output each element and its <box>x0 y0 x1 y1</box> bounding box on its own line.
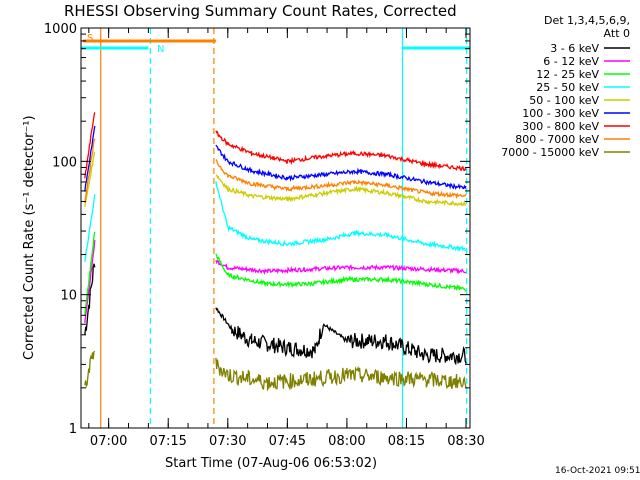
legend-label-2: 12 - 25 keV <box>536 68 599 81</box>
legend-label-1: 6 - 12 keV <box>543 55 599 68</box>
series-line-8 <box>84 350 467 392</box>
x-tick-label-1: 07:15 <box>149 434 186 449</box>
x-tick-label-3: 07:45 <box>269 434 306 449</box>
y-tick-label-1: 10 <box>60 289 77 304</box>
x-tick-label-0: 07:00 <box>90 434 127 449</box>
series-layer <box>84 112 467 392</box>
y-tick-label-0: 1 <box>69 422 77 437</box>
legend-header-0: Det 1,3,4,5,6,9, <box>544 14 630 27</box>
legend-label-4: 50 - 100 keV <box>529 94 599 107</box>
series-line-0 <box>84 263 467 366</box>
legend-label-6: 300 - 800 keV <box>522 120 599 133</box>
plot-frame: SN <box>81 28 470 428</box>
x-tick-label-4: 08:00 <box>328 434 365 449</box>
series-line-4 <box>84 152 467 207</box>
series-line-7 <box>84 138 467 204</box>
x-tick-label-6: 08:30 <box>447 434 484 449</box>
legend-label-3: 25 - 50 keV <box>536 81 599 94</box>
y-tick-label-2: 100 <box>52 155 77 170</box>
timestamp: 16-Oct-2021 09:51 <box>555 466 640 476</box>
legend-label-5: 100 - 300 keV <box>522 107 599 120</box>
legend-label-7: 800 - 7000 keV <box>515 133 599 146</box>
legend-label-0: 3 - 6 keV <box>550 42 599 55</box>
marker-label-0: S <box>87 33 93 44</box>
y-axis-label: Corrected Count Rate (s⁻¹ detector⁻¹) <box>22 115 37 360</box>
x-tick-label-2: 07:30 <box>209 434 246 449</box>
series-line-5 <box>84 125 467 192</box>
marker-label-1: N <box>157 44 164 55</box>
series-line-1 <box>84 239 467 323</box>
series-line-2 <box>84 231 466 315</box>
plot-border <box>80 27 471 429</box>
chart-title: RHESSI Observing Summary Count Rates, Co… <box>64 2 457 20</box>
x-tick-label-5: 08:15 <box>388 434 425 449</box>
legend-label-8: 7000 - 15000 keV <box>501 146 599 159</box>
series-line-3 <box>84 181 466 263</box>
x-axis-label: Start Time (07-Aug-06 06:53:02) <box>165 456 377 471</box>
legend-header-1: Att 0 <box>604 27 630 40</box>
series-line-6 <box>84 112 467 179</box>
axes-layer: 1 10 100 1000 07:00 07:15 07:30 07:45 08:00 08:15… <box>44 22 485 449</box>
y-tick-label-3: 1000 <box>44 22 77 37</box>
